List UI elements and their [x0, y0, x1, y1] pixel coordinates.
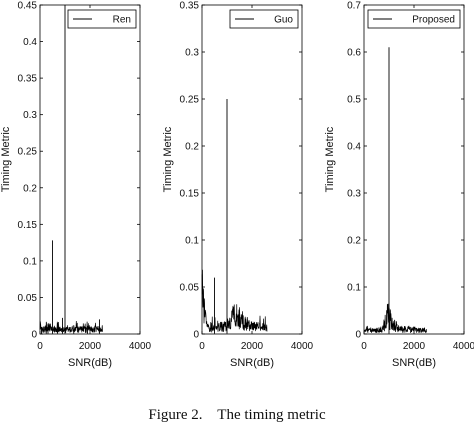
x-tick-label: 2000 — [403, 341, 426, 352]
y-tick-label: 0.2 — [185, 142, 199, 153]
legend: Proposed — [367, 9, 461, 29]
timing-metric-figure: 0 0.05 0.1 0.15 0.2 0.25 0.3 0.35 0.4 0.45 0 2000 40… — [0, 1, 474, 370]
x-tick-label: 2000 — [241, 341, 264, 352]
x-tick-label: 4000 — [291, 341, 314, 352]
x-axis-label: SNR(dB) — [392, 357, 436, 369]
y-tick-label: 0.5 — [347, 95, 361, 106]
y-tick-label: 0.4 — [347, 142, 361, 153]
legend-label: Guo — [274, 15, 293, 26]
series-line-noise — [363, 303, 427, 334]
y-tick-label: 0.3 — [185, 48, 199, 59]
y-tick-label: 0 — [31, 330, 37, 341]
y-tick-label: 0.6 — [347, 48, 361, 59]
y-tick-label: 0.25 — [180, 95, 200, 106]
y-tick-label: 0.05 — [18, 293, 38, 304]
y-tick-label: 0.15 — [180, 189, 200, 200]
y-tick-label: 0.15 — [18, 220, 38, 231]
y-tick-label: 0.1 — [185, 236, 199, 247]
legend-label: Proposed — [412, 15, 455, 26]
y-axis-label: Timing Metric — [324, 126, 336, 192]
x-tick-label: 4000 — [453, 341, 474, 352]
y-tick-label: 0.25 — [18, 147, 38, 158]
y-tick-label: 0.1 — [347, 283, 361, 294]
x-axis-label: SNR(dB) — [68, 357, 112, 369]
y-tick-label: 0.35 — [180, 1, 200, 12]
series-line-noise — [201, 269, 268, 333]
y-tick-label: 0.3 — [23, 110, 37, 121]
chart-panel-2: 0 0.05 0.1 0.15 0.2 0.25 0.3 0.35 0 2000 4000 SNR(d… — [162, 1, 314, 370]
y-tick-label: 0.2 — [347, 236, 361, 247]
y-tick-label: 0 — [193, 330, 199, 341]
caption-figure-label: Figure 2. — [148, 407, 203, 423]
plot-frame — [201, 4, 303, 335]
y-tick-label: 0.35 — [18, 74, 38, 85]
legend: Guo — [229, 9, 299, 29]
x-tick-label: 4000 — [129, 341, 152, 352]
y-axis-label: Timing Metric — [0, 126, 12, 192]
figure-caption: Figure 2. The timing metric — [0, 407, 474, 424]
x-axis-label: SNR(dB) — [230, 357, 274, 369]
x-tick-label: 0 — [37, 341, 43, 352]
y-tick-label: 0.4 — [23, 37, 37, 48]
chart-panel-3: 0 0.1 0.2 0.3 0.4 0.5 0.6 0.7 0 2000 4000 SNR(dB) Ti… — [324, 1, 474, 370]
plot-frame — [363, 4, 465, 335]
plot-frame — [39, 4, 141, 335]
legend-box — [67, 9, 137, 29]
y-tick-label: 0.1 — [23, 256, 37, 267]
y-tick-label: 0.45 — [18, 1, 38, 12]
legend-box — [367, 9, 461, 29]
y-axis-label: Timing Metric — [162, 126, 174, 192]
x-tick-label: 2000 — [79, 341, 102, 352]
x-tick-label: 0 — [199, 341, 205, 352]
series-line-noise — [39, 321, 103, 333]
caption-title: The timing metric — [217, 407, 326, 423]
x-tick-label: 0 — [361, 341, 367, 352]
legend: Ren — [67, 9, 137, 29]
y-tick-label: 0.05 — [180, 283, 200, 294]
legend-box — [229, 9, 299, 29]
legend-label: Ren — [113, 15, 131, 26]
y-tick-label: 0.3 — [347, 189, 361, 200]
chart-panel-1: 0 0.05 0.1 0.15 0.2 0.25 0.3 0.35 0.4 0.45 0 2000 40… — [0, 1, 152, 370]
y-tick-label: 0.7 — [347, 1, 361, 12]
y-tick-label: 0.2 — [23, 183, 37, 194]
y-tick-label: 0 — [355, 330, 361, 341]
